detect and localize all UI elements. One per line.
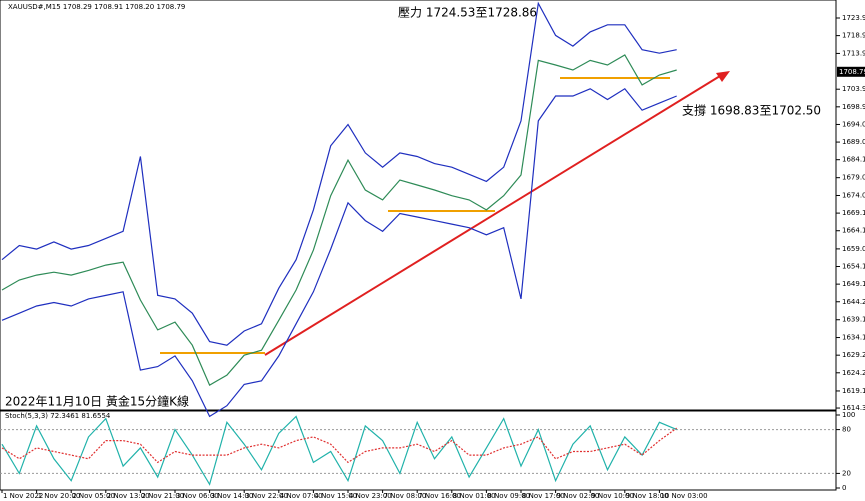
y-tick-label: 1639.15 — [842, 316, 865, 324]
y-tick-label: 1674.05 — [842, 191, 865, 199]
support-label: 支撐 1698.83至1702.50 — [682, 104, 821, 118]
y-tick-label: 0 — [842, 484, 846, 492]
y-tick-label: 1684.10 — [842, 156, 865, 164]
stoch-title: Stoch(5,3,3) 72.3461 81.6554 — [5, 412, 111, 420]
x-tick-label: 7 Nov 16:00 — [418, 492, 461, 500]
y-tick-label: 1654.10 — [842, 263, 865, 271]
chart-header: XAUUSD#,M15 1708.29 1708.91 1708.20 1708… — [8, 3, 185, 11]
price-box — [837, 66, 865, 77]
x-tick-label: 3 Nov 22:00 — [245, 492, 288, 500]
x-tick-label: 2 Nov 13:00 — [107, 492, 150, 500]
y-tick-label: 1619.15 — [842, 387, 865, 395]
series-line — [1, 88, 677, 418]
y-tick-label: 1718.95 — [842, 32, 865, 40]
y-tick-label: 1698.95 — [842, 103, 865, 111]
x-tick-label: 3 Nov 06:00 — [176, 492, 219, 500]
x-tick-label: 9 Nov 02:00 — [557, 492, 600, 500]
resistance-label: 壓力 1724.53至1728.86 — [398, 6, 537, 20]
x-tick-label: 8 Nov 09:00 — [487, 492, 530, 500]
series-line — [1, 54, 677, 386]
y-tick-label: 1679.05 — [842, 174, 865, 182]
y-tick-label: 1703.90 — [842, 85, 865, 93]
x-tick-label: 7 Nov 08:00 — [384, 492, 427, 500]
x-tick-label: 9 Nov 18:00 — [626, 492, 669, 500]
y-tick-label: 1664.15 — [842, 227, 865, 235]
x-tick-label: 1 Nov 20:00 — [38, 492, 81, 500]
y-tick-label: 1629.20 — [842, 351, 865, 359]
chart-title: 2022年11月10日 黃金15分鐘K線 — [5, 394, 189, 409]
y-tick-label: 1694.00 — [842, 120, 865, 128]
y-tick-label: 1723.90 — [842, 14, 865, 22]
y-tick-label: 100 — [842, 411, 855, 419]
y-tick-label: 1713.95 — [842, 49, 865, 57]
x-tick-label: 10 Nov 03:00 — [660, 492, 707, 500]
x-tick-label: 3 Nov 14:00 — [211, 492, 254, 500]
x-tick-label: 4 Nov 07:00 — [280, 492, 323, 500]
y-tick-label: 1634.15 — [842, 334, 865, 342]
x-tick-label: 8 Nov 01:00 — [453, 492, 496, 500]
y-tick-label: 1669.10 — [842, 209, 865, 217]
main-frame — [0, 0, 837, 411]
last-price: 1708.79 — [839, 68, 865, 76]
x-tick-label: 4 Nov 23:00 — [349, 492, 392, 500]
x-tick-label: 9 Nov 10:00 — [591, 492, 634, 500]
y-tick-label: 1659.05 — [842, 245, 865, 253]
y-tick-label: 1644.20 — [842, 298, 865, 306]
y-tick-label: 20 — [842, 469, 851, 477]
series-line — [1, 427, 678, 464]
y-tick-label: 1649.15 — [842, 280, 865, 288]
series-line — [1, 415, 677, 486]
x-tick-label: 4 Nov 15:00 — [314, 492, 357, 500]
arrow-head — [716, 71, 730, 82]
y-tick-label: 1689.05 — [842, 138, 865, 146]
x-tick-label: 1 Nov 2022 — [3, 492, 43, 500]
y-tick-label: 1624.25 — [842, 369, 865, 377]
series-line — [1, 1, 677, 346]
x-tick-label: 2 Nov 21:00 — [141, 492, 184, 500]
x-tick-label: 2 Nov 05:00 — [72, 492, 115, 500]
trend-arrow — [264, 75, 721, 356]
x-tick-label: 8 Nov 17:00 — [522, 492, 565, 500]
y-tick-label: 1614.35 — [842, 404, 865, 412]
y-tick-label: 80 — [842, 426, 851, 434]
